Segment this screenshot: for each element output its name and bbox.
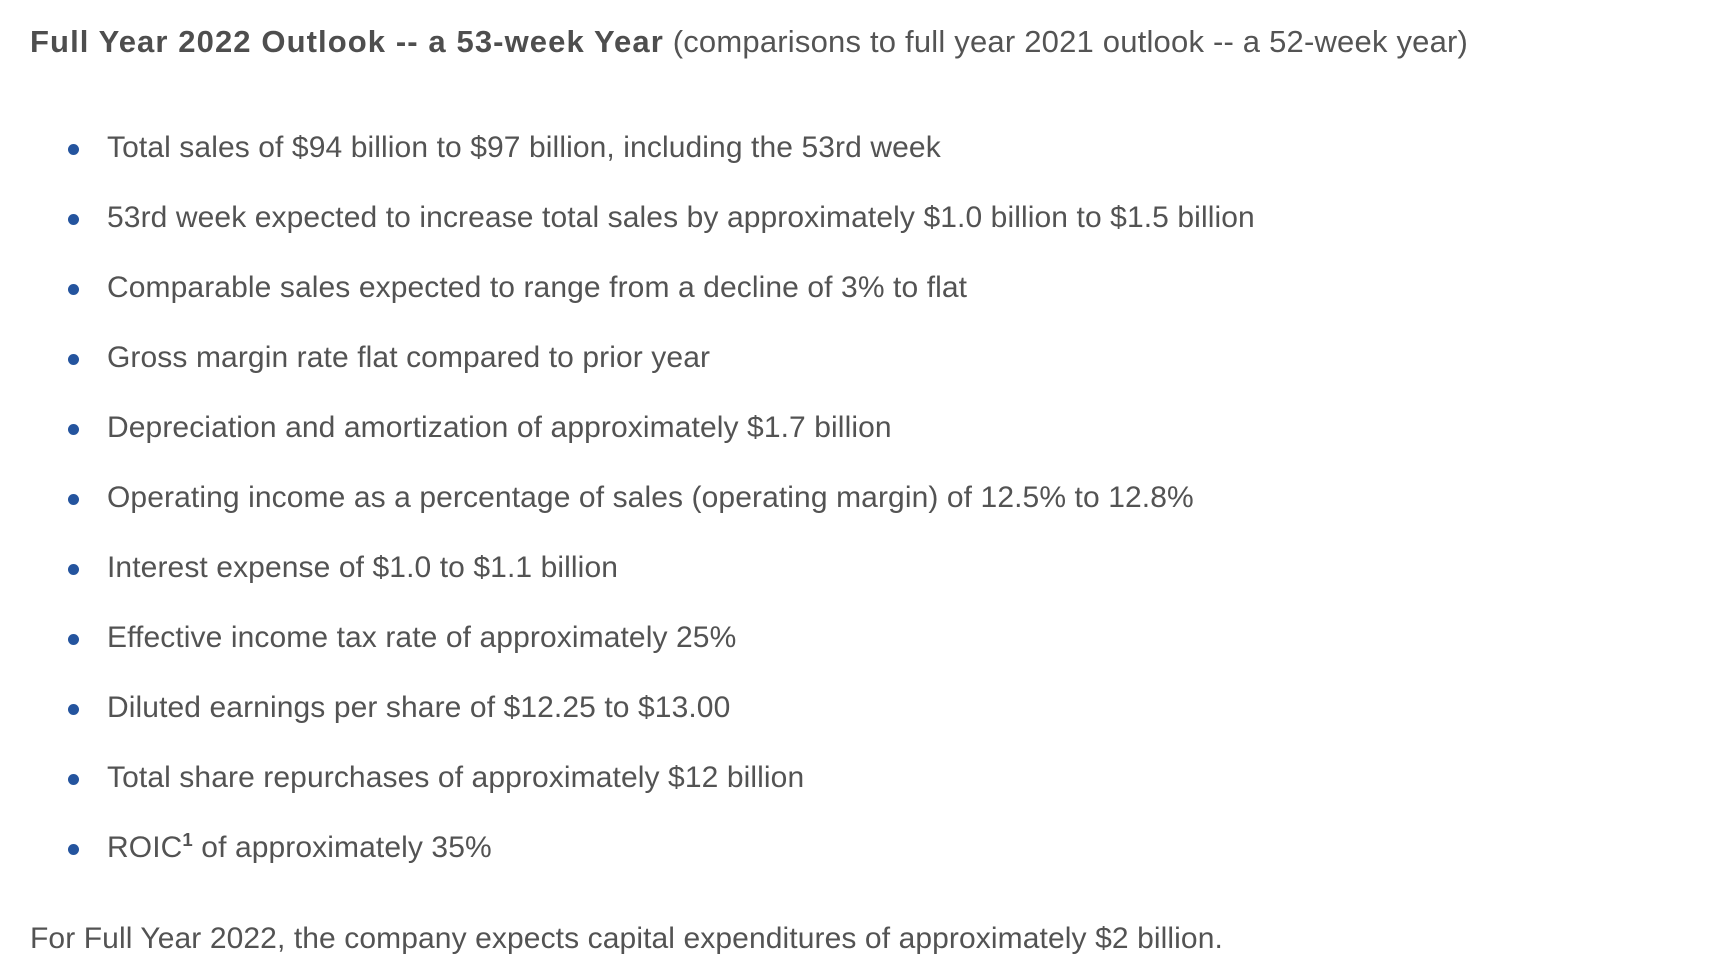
roic-value-text: of approximately 35% — [192, 831, 492, 864]
bullet-icon — [68, 214, 79, 225]
bullet-icon — [68, 844, 79, 855]
bullet-text: Interest expense of $1.0 to $1.1 billion — [107, 551, 619, 584]
bullet-icon — [68, 144, 79, 155]
list-item: Comparable sales expected to range from … — [30, 270, 1684, 306]
bullet-text: Depreciation and amortization of approxi… — [107, 411, 892, 444]
list-item: Operating income as a percentage of sale… — [30, 480, 1684, 516]
outlook-bullet-list: Total sales of $94 billion to $97 billio… — [30, 130, 1684, 866]
bullet-icon — [68, 634, 79, 645]
bullet-icon — [68, 704, 79, 715]
list-item: 53rd week expected to increase total sal… — [30, 200, 1684, 236]
bullet-text: Diluted earnings per share of $12.25 to … — [107, 691, 731, 724]
bullet-icon — [68, 284, 79, 295]
bullet-icon — [68, 564, 79, 575]
list-item: Total sales of $94 billion to $97 billio… — [30, 130, 1684, 166]
list-item: Depreciation and amortization of approxi… — [30, 410, 1684, 446]
heading-paren-text: (comparisons to full year 2021 outlook -… — [663, 24, 1469, 59]
bullet-text: Total sales of $94 billion to $97 billio… — [107, 131, 941, 164]
list-item: Diluted earnings per share of $12.25 to … — [30, 690, 1684, 726]
bullet-text: 53rd week expected to increase total sal… — [107, 201, 1255, 234]
heading-bold-text: Full Year 2022 Outlook -- a 53-week Year — [30, 24, 664, 59]
section-heading: Full Year 2022 Outlook -- a 53-week Year… — [30, 24, 1684, 60]
list-item: Gross margin rate flat compared to prior… — [30, 340, 1684, 376]
bullet-icon — [68, 494, 79, 505]
bullet-text: Comparable sales expected to range from … — [107, 271, 968, 304]
list-item: Interest expense of $1.0 to $1.1 billion — [30, 550, 1684, 586]
bullet-icon — [68, 354, 79, 365]
bullet-text: Operating income as a percentage of sale… — [107, 481, 1194, 514]
capex-paragraph: For Full Year 2022, the company expects … — [30, 922, 1223, 955]
roic-label: ROIC — [107, 831, 183, 864]
list-item-roic: ROIC1 of approximately 35% — [30, 830, 1684, 866]
bullet-text: ROIC1 of approximately 35% — [107, 830, 492, 866]
bullet-icon — [68, 774, 79, 785]
bullet-text: Gross margin rate flat compared to prior… — [107, 341, 711, 374]
list-item: Total share repurchases of approximately… — [30, 760, 1684, 796]
list-item: Effective income tax rate of approximate… — [30, 620, 1684, 656]
bullet-text: Effective income tax rate of approximate… — [107, 621, 737, 654]
bullet-icon — [68, 424, 79, 435]
footnote-superscript: 1 — [182, 829, 193, 850]
bullet-text: Total share repurchases of approximately… — [107, 761, 805, 794]
